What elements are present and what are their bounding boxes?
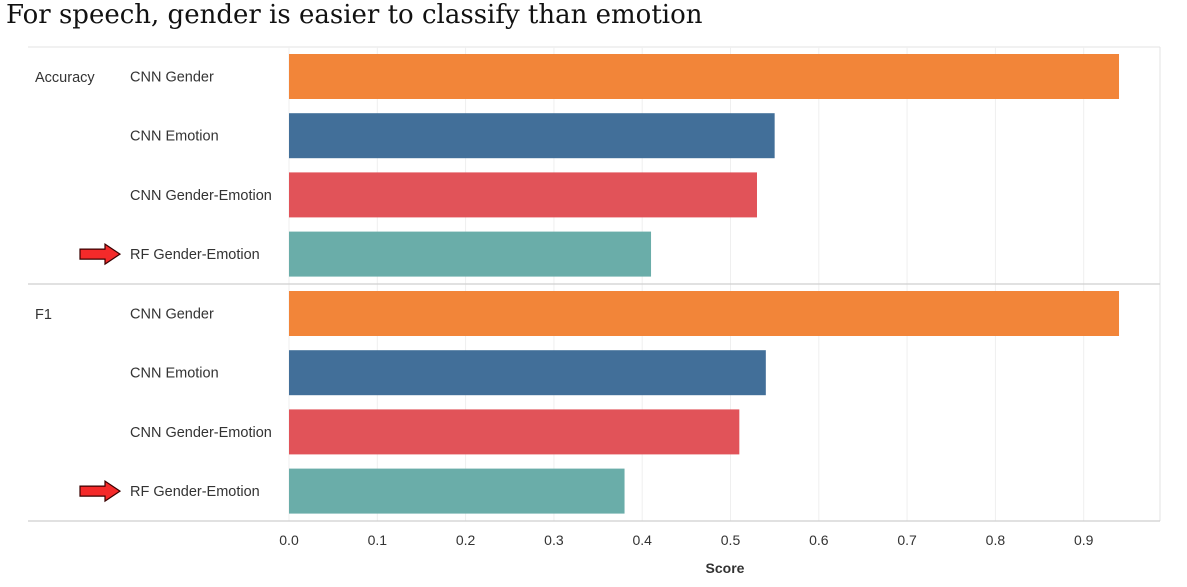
bar [289,468,625,514]
chart-title: For speech, gender is easier to classify… [6,0,703,30]
x-tick-label: 0.5 [721,532,741,548]
bar [289,54,1120,99]
bar [289,231,652,277]
group-label: Accuracy [35,70,95,86]
bar [289,350,766,396]
x-tick-label: 0.9 [1074,532,1094,548]
row-label: CNN Gender-Emotion [130,425,272,441]
bar [289,113,775,159]
row-label: RF Gender-Emotion [130,484,260,500]
x-tick-label: 0.2 [456,532,476,548]
bar [289,409,740,455]
row-label: CNN Emotion [130,366,219,382]
row-label: RF Gender-Emotion [130,247,260,263]
highlight-arrow-icon [79,242,122,266]
x-axis-title: Score [706,560,745,576]
highlight-arrow-icon [79,479,122,503]
x-tick-label: 0.7 [897,532,917,548]
x-tick-label: 0.3 [544,532,564,548]
x-tick-label: 0.4 [632,532,652,548]
x-tick-label: 0.6 [809,532,829,548]
row-label: CNN Emotion [130,129,219,145]
bar [289,291,1120,336]
row-label: CNN Gender [130,70,214,86]
x-tick-label: 0.0 [279,532,299,548]
row-label: CNN Gender-Emotion [130,188,272,204]
group-label: F1 [35,307,52,323]
x-tick-label: 0.1 [368,532,388,548]
x-tick-label: 0.8 [986,532,1006,548]
row-label: CNN Gender [130,307,214,323]
bar [289,172,757,218]
